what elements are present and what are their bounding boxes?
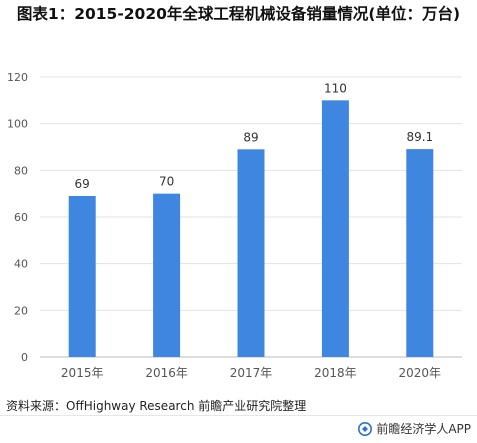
chart-title: 图表1：2015-2020年全球工程机械设备销量情况(单位：万台) (16, 5, 461, 23)
data-label: 89.1 (406, 130, 433, 144)
x-tick-label: 2017年 (230, 366, 273, 380)
bar-2016年 (153, 193, 181, 357)
y-tick-label: 80 (14, 164, 28, 177)
brand: 前瞻经济学人APP (358, 420, 471, 437)
bar-2018年 (321, 100, 349, 358)
x-tick-label: 2016年 (145, 366, 188, 380)
data-label: 110 (324, 81, 347, 95)
source-note: 资料来源：OffHighway Research 前瞻产业研究院整理 (6, 399, 307, 413)
title-area: 图表1：2015-2020年全球工程机械设备销量情况(单位：万台) (0, 0, 477, 50)
data-label: 70 (159, 175, 174, 189)
y-axis-ticks: 0 20 40 60 80 100 120 (7, 71, 28, 364)
bar-2020年 (406, 149, 434, 357)
footer-divider (0, 415, 477, 416)
data-label: 69 (75, 177, 90, 191)
bar-2017年 (237, 149, 265, 357)
data-labels: 69 70 89 110 89.1 (75, 81, 434, 191)
y-tick-label: 20 (14, 304, 28, 317)
y-tick-label: 40 (14, 258, 28, 271)
x-axis-ticks: 2015年 2016年 2017年 2018年 2020年 (61, 366, 441, 380)
bar-chart: 0 20 40 60 80 100 120 69 70 89 110 89.1 2015年 2016年… (7, 71, 462, 380)
data-label: 89 (243, 130, 258, 144)
x-tick-label: 2020年 (399, 366, 442, 380)
qianzhan-logo-icon (358, 421, 373, 436)
bars (68, 100, 434, 358)
brand-label: 前瞻经济学人APP (376, 422, 471, 436)
bar-2015年 (68, 196, 96, 357)
chart-area: 0 20 40 60 80 100 120 69 70 89 110 89.1 2015年 2016年… (0, 60, 477, 390)
y-tick-label: 60 (14, 211, 28, 224)
y-tick-label: 120 (7, 71, 28, 84)
y-tick-label: 0 (21, 351, 28, 364)
x-tick-label: 2015年 (61, 366, 104, 380)
y-tick-label: 100 (7, 118, 28, 131)
x-tick-label: 2018年 (314, 366, 357, 380)
